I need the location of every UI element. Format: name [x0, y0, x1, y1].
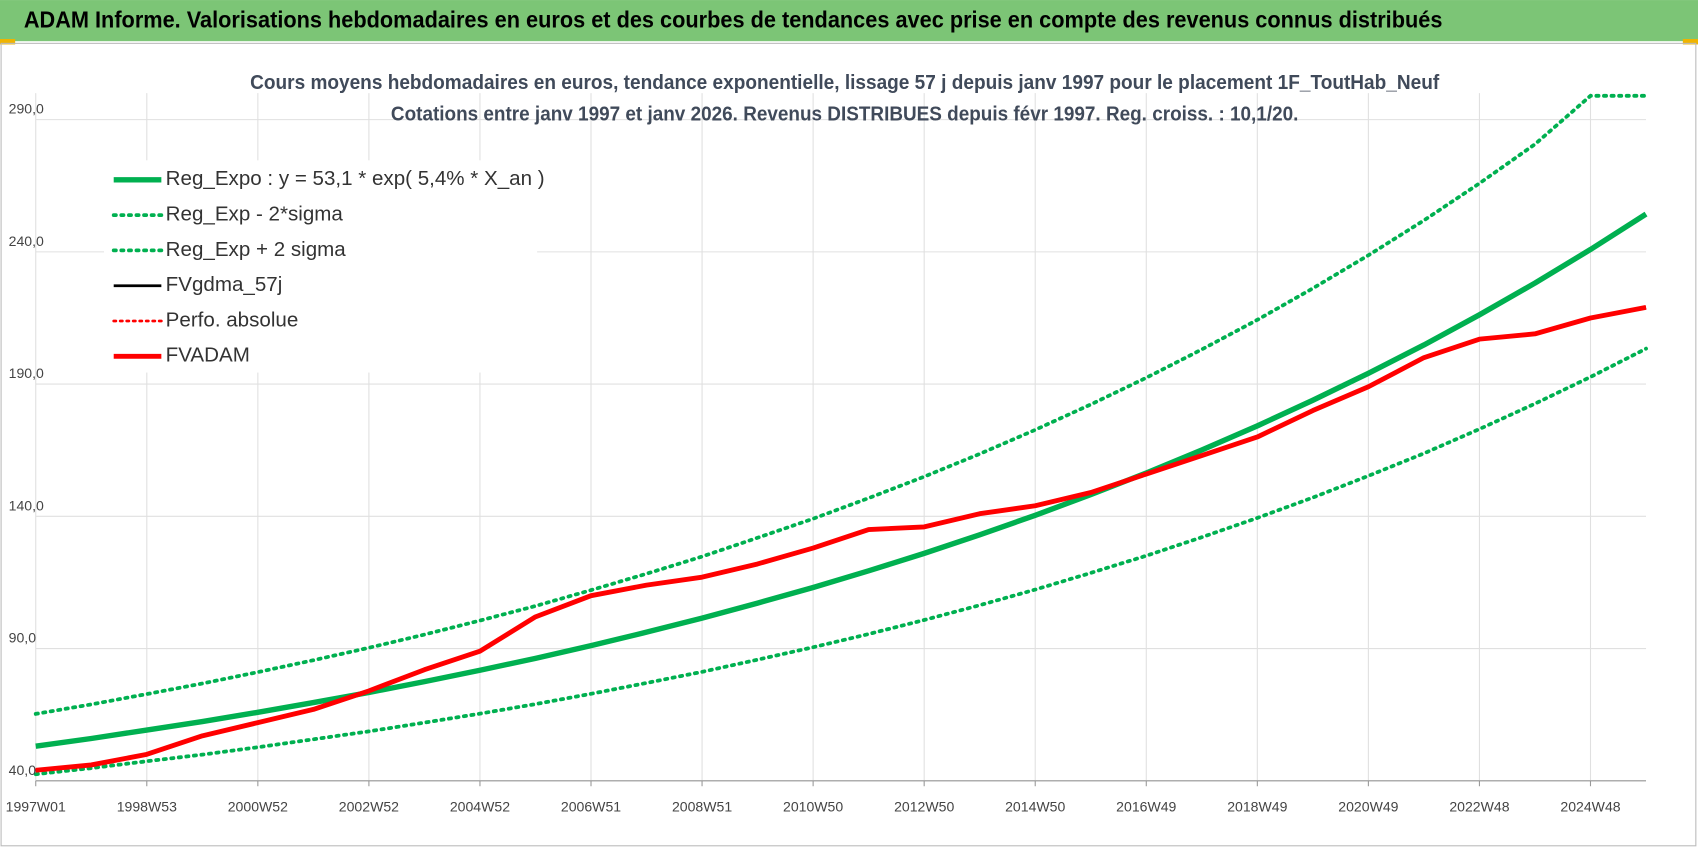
x-tick-label: 2006W51 — [561, 799, 621, 815]
x-tick-label: 2018W49 — [1227, 799, 1287, 815]
legend-label: Perfo. absolue — [166, 308, 299, 331]
header-bar — [0, 0, 1698, 42]
y-tick-label: 190,0 — [9, 365, 44, 381]
series-line — [33, 346, 1648, 777]
y-tick-label: 290,0 — [9, 101, 44, 117]
series-line — [35, 305, 1647, 773]
x-tick-label: 2010W50 — [783, 799, 843, 815]
header-title: ADAM Informe. Valorisations hebdomadaire… — [24, 7, 1443, 33]
x-tick-label: 2008W51 — [672, 799, 732, 815]
x-tick-label: 2024W48 — [1560, 799, 1620, 815]
legend-label: Reg_Exp - 2*sigma — [166, 203, 344, 226]
corner — [0, 39, 16, 45]
x-tick-label: 2004W52 — [450, 799, 510, 815]
grid — [35, 93, 1647, 787]
x-tick-label: 2016W49 — [1116, 799, 1176, 815]
x-tick-label: 2000W52 — [228, 799, 288, 815]
x-tick-label: 2002W52 — [339, 799, 399, 815]
chart-frame — [0, 42, 1697, 847]
x-tick-label: 1998W53 — [117, 799, 177, 815]
corner — [1682, 39, 1698, 45]
y-tick-label: 140,0 — [9, 497, 44, 513]
chart-subtitle: Cotations entre janv 1997 et janv 2026. … — [391, 102, 1298, 125]
series-line — [33, 93, 1648, 716]
plot — [33, 93, 1648, 777]
x-tick-label: 2020W49 — [1338, 799, 1398, 815]
legend-label: FVADAM — [166, 344, 250, 367]
y-tick-label: 40,0 — [9, 762, 37, 778]
y-tick-label: 90,0 — [9, 630, 37, 646]
legend-label: Reg_Expo : y = 53,1 * exp( 5,4% * X_an ) — [166, 167, 545, 190]
chart-title: Cours moyens hebdomadaires en euros, ten… — [250, 71, 1439, 94]
x-tick-label: 2012W50 — [894, 799, 954, 815]
x-tick-label: 2022W48 — [1449, 799, 1509, 815]
x-tick-label: 1997W01 — [6, 799, 66, 815]
y-tick-label: 240,0 — [9, 233, 44, 249]
legend-bg — [103, 160, 538, 373]
legend-label: FVgdma_57j — [166, 273, 283, 296]
legend: Reg_Expo : y = 53,1 * exp( 5,4% * X_an )… — [111, 167, 545, 367]
legend-label: Reg_Exp + 2 sigma — [166, 238, 347, 261]
x-tick-label: 2014W50 — [1005, 799, 1065, 815]
series-line — [35, 211, 1648, 749]
